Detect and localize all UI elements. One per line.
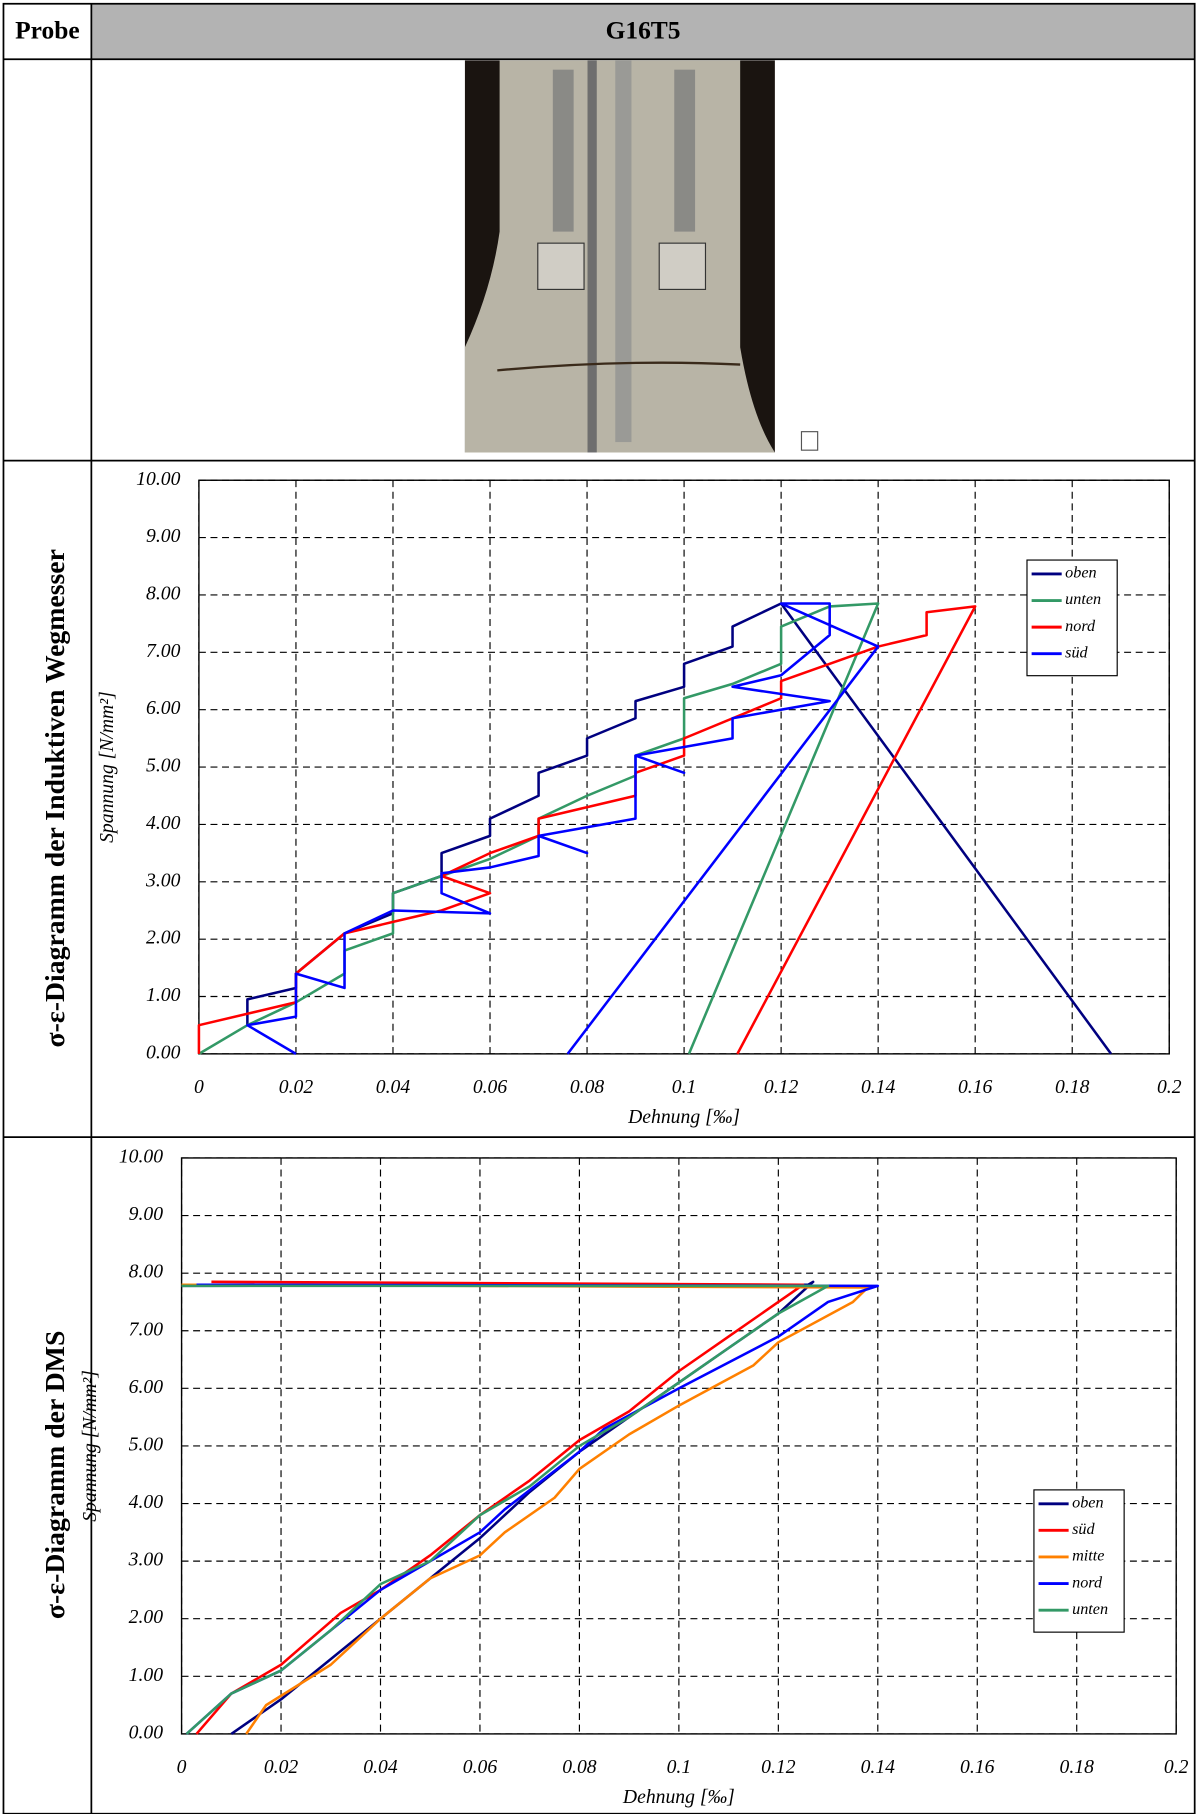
legend-label: nord <box>1072 1573 1103 1591</box>
series-line <box>246 602 1113 1055</box>
legend-label: unten <box>1072 1600 1108 1618</box>
y-tick-label: 3.00 <box>145 869 181 891</box>
row-label: σ-ε-Diagramm der DMS <box>40 1331 71 1619</box>
x-tick-label: 0.02 <box>264 1756 299 1778</box>
x-tick-label: 0.04 <box>363 1756 398 1778</box>
y-tick-label: 3.00 <box>128 1549 164 1571</box>
x-tick-label: 0.08 <box>570 1076 605 1098</box>
y-tick-label: 1.00 <box>146 984 181 1006</box>
x-tick-label: 0 <box>194 1076 204 1098</box>
x-tick-label: 0.14 <box>861 1756 896 1778</box>
y-tick-label: 6.00 <box>129 1376 164 1398</box>
x-tick-label: 0.02 <box>279 1076 314 1098</box>
x-tick-label: 0.18 <box>1055 1076 1090 1098</box>
legend-label: mitte <box>1072 1547 1104 1565</box>
y-tick-label: 0.00 <box>129 1721 164 1743</box>
photo <box>464 60 819 453</box>
x-tick-label: 0.2 <box>1157 1076 1182 1098</box>
x-tick-label: 0.06 <box>463 1756 498 1778</box>
y-tick-label: 4.00 <box>129 1491 164 1513</box>
x-tick-label: 0 <box>177 1756 187 1778</box>
legend-label: nord <box>1065 617 1096 635</box>
x-axis-title: Dehnung [‰] <box>627 1106 740 1128</box>
y-tick-label: 2.00 <box>129 1606 164 1628</box>
y-tick-label: 7.00 <box>146 640 181 662</box>
x-tick-label: 0.16 <box>960 1756 995 1778</box>
x-tick-label: 0.12 <box>764 1076 799 1098</box>
legend-label: oben <box>1072 1493 1103 1511</box>
header-cell <box>91 3 1195 60</box>
legend-label: unten <box>1065 590 1101 608</box>
legend-box <box>1033 1489 1125 1633</box>
legend-label: süd <box>1065 643 1088 661</box>
y-tick-label: 7.00 <box>129 1318 164 1340</box>
header-label: Probe <box>15 16 80 45</box>
series-line <box>185 1283 880 1735</box>
y-tick-label: 10.00 <box>136 468 180 490</box>
series-line <box>195 1280 805 1735</box>
y-tick-label: 6.00 <box>146 697 181 719</box>
y-tick-label: 9.00 <box>146 525 181 547</box>
plot-frame <box>180 1157 1177 1735</box>
series-line <box>181 1283 870 1735</box>
y-tick-label: 9.00 <box>129 1203 164 1225</box>
x-tick-label: 0.12 <box>761 1756 796 1778</box>
x-tick-label: 0.2 <box>1164 1756 1189 1778</box>
x-tick-label: 0.16 <box>958 1076 993 1098</box>
series-line <box>181 1284 830 1735</box>
header-title: G16T5 <box>606 16 681 45</box>
y-tick-label: 0.00 <box>146 1041 181 1063</box>
y-tick-label: 8.00 <box>146 582 181 604</box>
y-tick-label: 10.00 <box>119 1145 163 1167</box>
x-tick-label: 0.1 <box>667 1756 692 1778</box>
x-tick-label: 0.14 <box>861 1076 896 1098</box>
y-tick-label: 2.00 <box>146 927 181 949</box>
x-tick-label: 0.04 <box>376 1076 411 1098</box>
x-tick-label: 0.1 <box>672 1076 697 1098</box>
y-tick-label: 8.00 <box>129 1261 164 1283</box>
y-tick-label: 5.00 <box>129 1433 164 1455</box>
series-line <box>246 602 880 1055</box>
y-tick-label: 4.00 <box>146 812 181 834</box>
y-tick-label: 1.00 <box>129 1664 164 1686</box>
series-line <box>197 605 977 1055</box>
y-tick-label: 5.00 <box>146 755 181 777</box>
legend-label: süd <box>1072 1520 1095 1538</box>
legend-label: oben <box>1065 564 1096 582</box>
x-tick-label: 0.18 <box>1060 1756 1095 1778</box>
x-tick-label: 0.06 <box>473 1076 508 1098</box>
y-axis-title: Spannung [N/mm²] <box>96 691 118 843</box>
legend-box <box>1026 559 1118 677</box>
row-label: σ-ε-Diagramm der Induktiven Wegmesser <box>40 549 71 1047</box>
x-axis-title: Dehnung [‰] <box>622 1786 735 1808</box>
x-tick-label: 0.08 <box>562 1756 597 1778</box>
plot-frame <box>198 479 1170 1055</box>
y-axis-title: Spannung [N/mm²] <box>79 1370 101 1522</box>
